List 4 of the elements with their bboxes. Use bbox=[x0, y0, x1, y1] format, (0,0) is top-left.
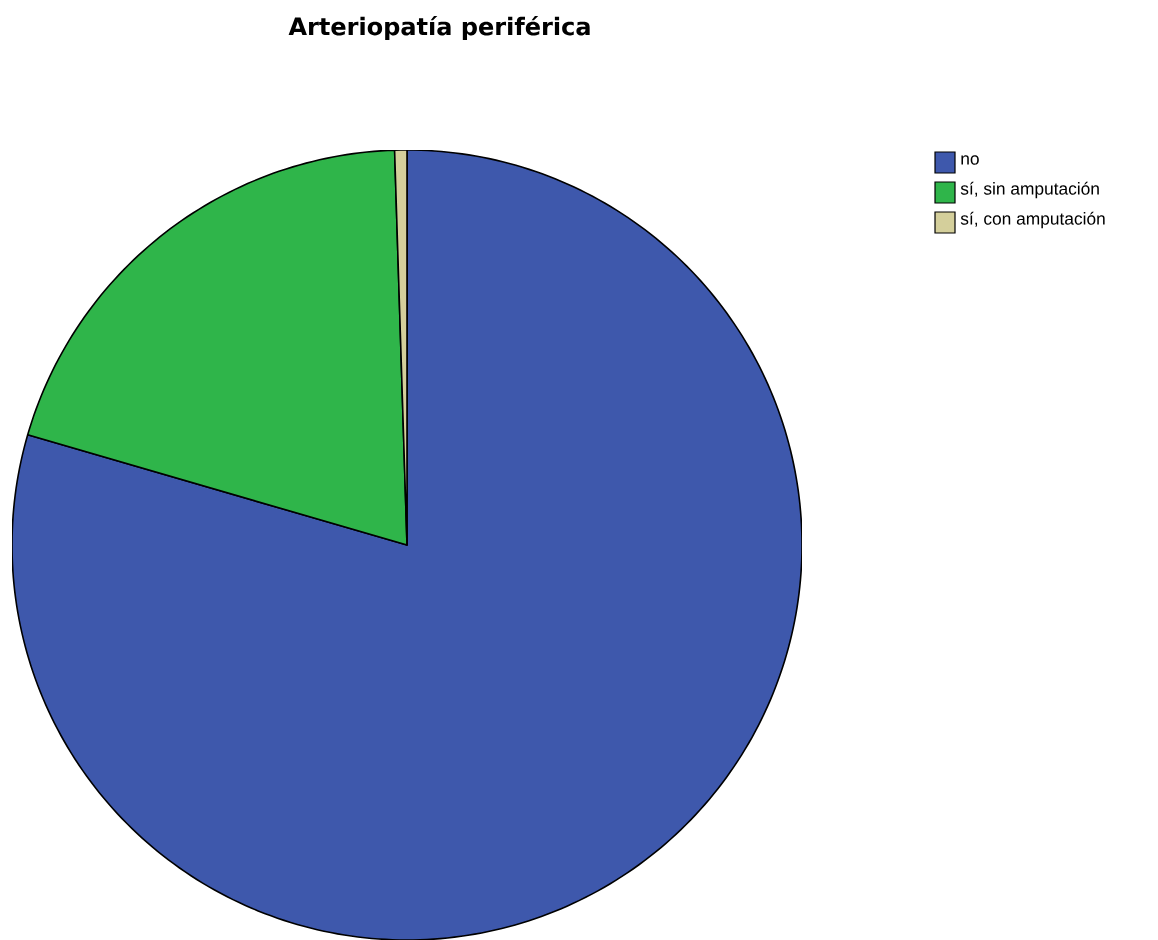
legend-label: sí, con amputación bbox=[960, 211, 1105, 229]
legend-label: no bbox=[961, 155, 979, 165]
legend-label: sí, sin amputación bbox=[960, 181, 1099, 199]
chart-title: Arteriopatía periférica bbox=[288, 15, 590, 41]
